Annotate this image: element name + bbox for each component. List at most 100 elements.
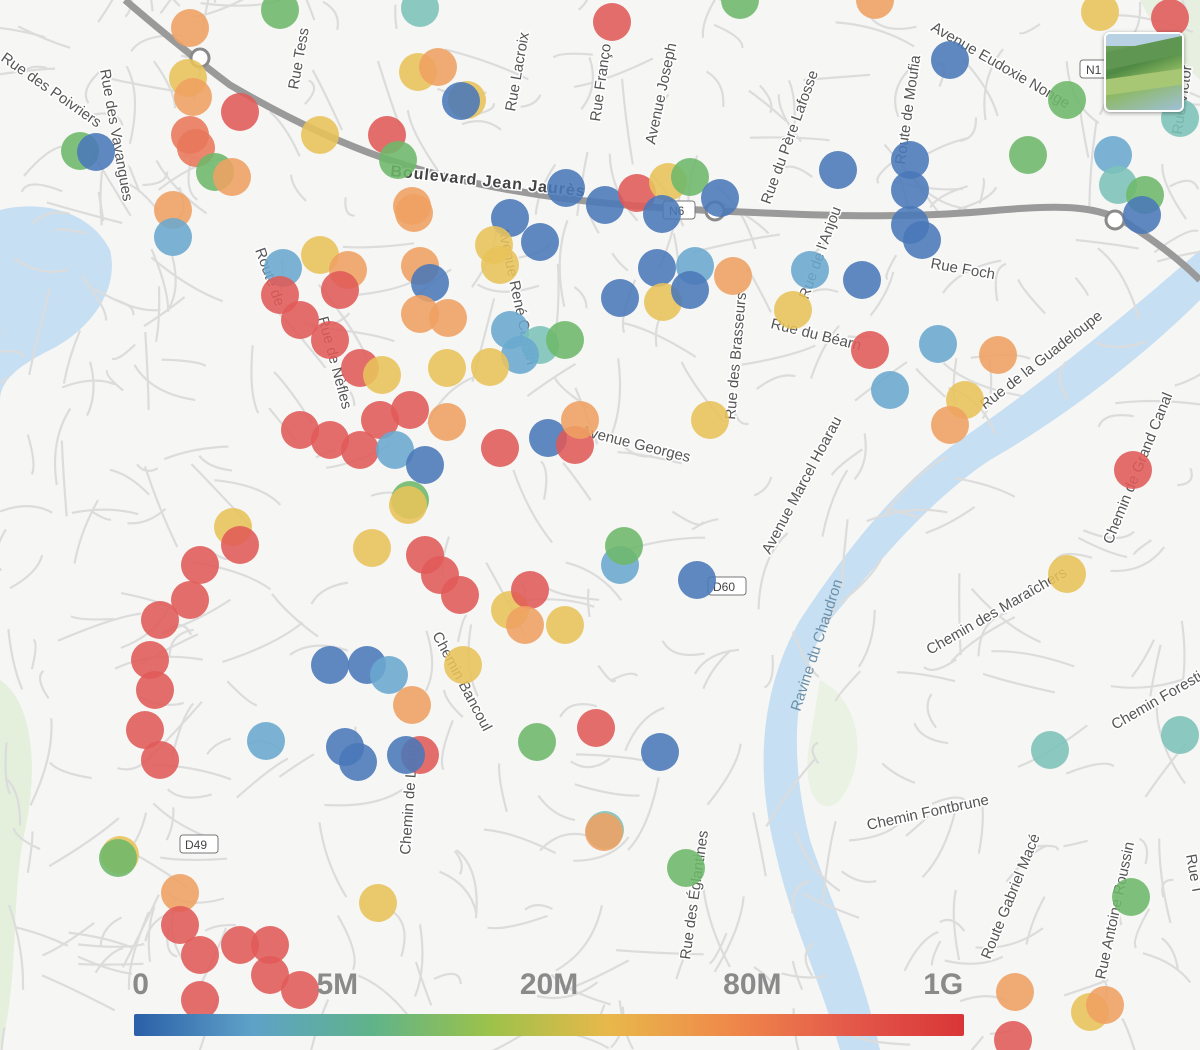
measurement-point[interactable] [428,349,466,387]
measurement-point[interactable] [301,236,339,274]
measurement-point[interactable] [247,722,285,760]
measurement-point[interactable] [429,299,467,337]
measurement-point[interactable] [851,331,889,369]
measurement-point[interactable] [931,41,969,79]
measurement-point[interactable] [251,956,289,994]
measurement-point[interactable] [521,223,559,261]
measurement-point[interactable] [671,158,709,196]
measurement-points[interactable] [61,0,1199,1050]
measurement-point[interactable] [996,973,1034,1011]
measurement-point[interactable] [99,839,137,877]
measurement-point[interactable] [391,391,429,429]
measurement-point[interactable] [339,743,377,781]
measurement-point[interactable] [691,401,729,439]
measurement-point[interactable] [428,403,466,441]
measurement-point[interactable] [361,401,399,439]
measurement-point[interactable] [819,151,857,189]
measurement-point[interactable] [395,194,433,232]
measurement-point[interactable] [678,561,716,599]
measurement-point[interactable] [481,429,519,467]
measurement-point[interactable] [1151,0,1189,37]
satellite-layer-toggle[interactable] [1104,32,1184,112]
measurement-point[interactable] [638,249,676,287]
measurement-point[interactable] [401,295,439,333]
measurement-point[interactable] [171,581,209,619]
measurement-point[interactable] [774,291,812,329]
measurement-point[interactable] [919,325,957,363]
measurement-point[interactable] [1009,136,1047,174]
measurement-point[interactable] [281,411,319,449]
measurement-point[interactable] [77,133,115,171]
measurement-point[interactable] [641,733,679,771]
measurement-point[interactable] [511,571,549,609]
measurement-point[interactable] [301,116,339,154]
measurement-point[interactable] [1094,136,1132,174]
measurement-point[interactable] [903,221,941,259]
measurement-point[interactable] [1114,451,1152,489]
measurement-point[interactable] [174,78,212,116]
measurement-point[interactable] [671,271,709,309]
measurement-point[interactable] [979,336,1017,374]
measurement-point[interactable] [891,141,929,179]
measurement-point[interactable] [221,926,259,964]
measurement-point[interactable] [341,431,379,469]
measurement-point[interactable] [994,1021,1032,1050]
measurement-point[interactable] [261,0,299,29]
measurement-point[interactable] [442,82,480,120]
measurement-point[interactable] [721,0,759,19]
measurement-point[interactable] [136,671,174,709]
measurement-point[interactable] [359,884,397,922]
measurement-point[interactable] [221,526,259,564]
measurement-point[interactable] [363,356,401,394]
measurement-point[interactable] [618,174,656,212]
measurement-point[interactable] [154,191,192,229]
measurement-point[interactable] [547,169,585,207]
measurement-point[interactable] [141,601,179,639]
measurement-point[interactable] [311,321,349,359]
measurement-point[interactable] [441,576,479,614]
measurement-point[interactable] [379,141,417,179]
measurement-point[interactable] [605,527,643,565]
measurement-point[interactable] [311,421,349,459]
measurement-point[interactable] [221,93,259,131]
measurement-point[interactable] [444,646,482,684]
measurement-point[interactable] [401,0,439,27]
measurement-point[interactable] [501,336,539,374]
measurement-point[interactable] [131,641,169,679]
measurement-point[interactable] [843,261,881,299]
measurement-point[interactable] [791,251,829,289]
measurement-point[interactable] [406,446,444,484]
measurement-point[interactable] [171,9,209,47]
measurement-point[interactable] [667,849,705,887]
measurement-point[interactable] [411,264,449,302]
measurement-point[interactable] [213,158,251,196]
measurement-point[interactable] [353,529,391,567]
measurement-point[interactable] [251,926,289,964]
measurement-point[interactable] [601,279,639,317]
measurement-point[interactable] [141,741,179,779]
measurement-point[interactable] [154,218,192,256]
measurement-point[interactable] [561,401,599,439]
measurement-point[interactable] [643,195,681,233]
measurement-point[interactable] [321,271,359,309]
measurement-point[interactable] [419,48,457,86]
measurement-point[interactable] [1031,731,1069,769]
measurement-point[interactable] [181,981,219,1019]
measurement-point[interactable] [546,321,584,359]
measurement-point[interactable] [1048,81,1086,119]
measurement-point[interactable] [931,406,969,444]
measurement-point[interactable] [389,486,427,524]
measurement-point[interactable] [471,348,509,386]
measurement-point[interactable] [181,936,219,974]
measurement-point[interactable] [1048,555,1086,593]
measurement-point[interactable] [871,371,909,409]
measurement-point[interactable] [586,186,624,224]
measurement-point[interactable] [281,971,319,1009]
measurement-point[interactable] [393,686,431,724]
measurement-point[interactable] [856,0,894,19]
measurement-point[interactable] [161,906,199,944]
measurement-point[interactable] [1112,878,1150,916]
measurement-point[interactable] [585,813,623,851]
measurement-point[interactable] [714,257,752,295]
